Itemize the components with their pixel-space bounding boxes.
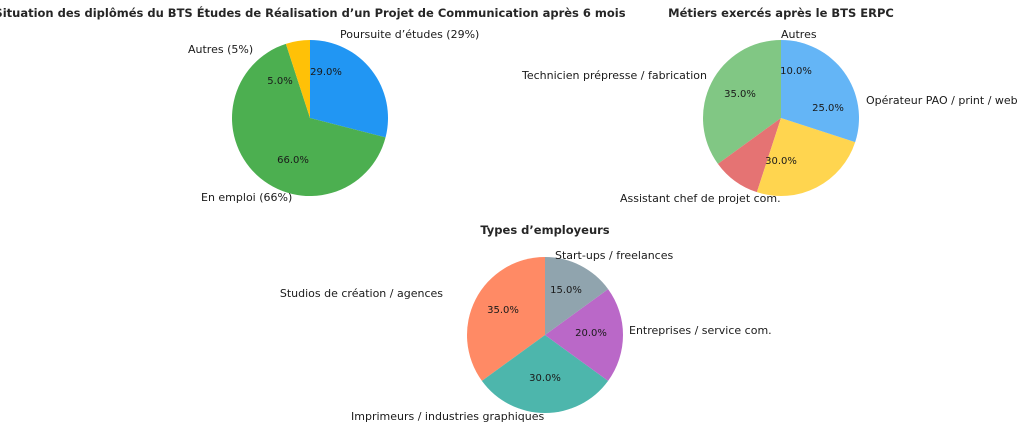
- slice-label: Opérateur PAO / print / web: [866, 94, 1018, 107]
- slice-label: Autres: [781, 28, 817, 41]
- slice-label: Start-ups / freelances: [555, 249, 673, 262]
- pie-slice: [545, 289, 623, 381]
- pie-slice: [481, 335, 609, 413]
- slice-percent-label: 29.0%: [310, 67, 342, 78]
- slice-label: Technicien prépresse / fabrication: [521, 69, 707, 82]
- slice-percent-label: 15.0%: [550, 285, 582, 296]
- slice-label: Studios de création / agences: [280, 287, 443, 300]
- slice-percent-label: 5.0%: [267, 76, 292, 87]
- slice-percent-label: 66.0%: [277, 155, 309, 166]
- pie-slice: [310, 40, 389, 138]
- slice-percent-label: 20.0%: [575, 328, 607, 339]
- pie-chart-graduate-situation: Situation des diplômés du BTS Études de …: [0, 5, 626, 204]
- slice-percent-label: 30.0%: [765, 156, 797, 167]
- pie-slice: [703, 40, 781, 164]
- slice-percent-label: 25.0%: [812, 103, 844, 114]
- slice-percent-label: 35.0%: [487, 305, 519, 316]
- pie-chart-employers: Types d’employeurs Studios de création /…: [280, 223, 772, 423]
- pie-slice: [781, 40, 859, 143]
- pie-slice: [285, 40, 310, 118]
- slice-label: En emploi (66%): [201, 191, 292, 204]
- pie-slice: [467, 257, 545, 381]
- pie-slice: [756, 118, 856, 196]
- slice-label: Entreprises / service com.: [629, 324, 772, 337]
- slice-label: Poursuite d’études (29%): [340, 28, 479, 41]
- pie-chart-jobs: Métiers exercés après le BTS ERPC Techni…: [521, 6, 1018, 205]
- slice-percent-label: 35.0%: [724, 89, 756, 100]
- slice-percent-label: 30.0%: [529, 373, 561, 384]
- pie-slice: [232, 43, 386, 197]
- slice-label: Autres (5%): [188, 43, 253, 56]
- chart-title: Types d’employeurs: [480, 223, 609, 237]
- pie-slice: [545, 257, 609, 335]
- slice-percent-label: 10.0%: [780, 66, 812, 77]
- slice-label: Imprimeurs / industries graphiques: [351, 410, 545, 423]
- chart-title: Situation des diplômés du BTS Études de …: [0, 5, 626, 20]
- slice-label: Assistant chef de projet com.: [620, 192, 781, 205]
- pie-slice: [717, 118, 781, 193]
- chart-title: Métiers exercés après le BTS ERPC: [668, 6, 894, 20]
